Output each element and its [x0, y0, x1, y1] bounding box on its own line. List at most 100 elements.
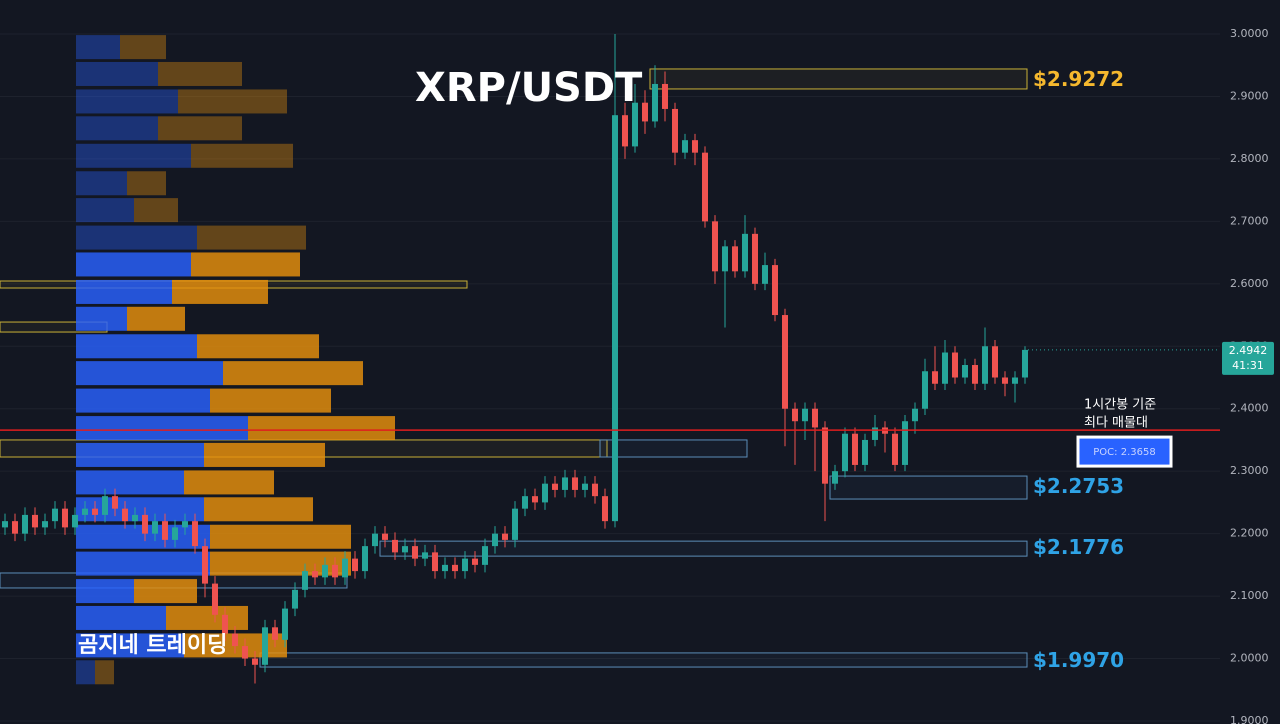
candle-body [432, 552, 438, 572]
level-label: $2.2753 [1033, 474, 1124, 498]
candle-body [32, 514, 38, 528]
sell-volume [166, 605, 248, 630]
candle-body [542, 483, 548, 503]
candle-body [702, 152, 708, 222]
y-tick-label: 2.4000 [1230, 402, 1269, 415]
sell-volume [223, 361, 363, 386]
candle-body [172, 527, 178, 540]
last-price-tag [1222, 341, 1274, 375]
buy-volume [76, 470, 184, 495]
candle-body [512, 508, 518, 540]
y-tick-label: 2.3000 [1230, 464, 1269, 477]
candle-body [712, 221, 718, 272]
buy-volume [76, 551, 210, 576]
sell-volume [127, 171, 166, 196]
poc-note: 최다 매물대 [1084, 416, 1148, 431]
candle-body [392, 539, 398, 553]
candle-body [502, 533, 508, 540]
candle-body [222, 614, 228, 634]
candle-body [282, 608, 288, 640]
candle-body [82, 508, 88, 515]
candle-body [842, 433, 848, 472]
candle-body [312, 571, 318, 578]
candle-body [742, 233, 748, 272]
candle-body [782, 315, 788, 409]
level-label: $2.9272 [1033, 67, 1124, 91]
sell-volume [210, 388, 331, 413]
candle-body [232, 633, 238, 647]
y-tick-label: 3.0000 [1230, 27, 1269, 40]
candle-body [532, 496, 538, 503]
candle-body [372, 533, 378, 547]
sell-volume [197, 334, 319, 359]
candle-body [192, 521, 198, 547]
candle-body [932, 371, 938, 384]
sell-volume [204, 497, 313, 522]
candle-body [152, 521, 158, 534]
poc-note: 1시간봉 기준 [1084, 398, 1156, 413]
candle-body [362, 546, 368, 572]
buy-volume [76, 579, 134, 604]
candle-body [22, 514, 28, 534]
buy-volume [76, 633, 184, 658]
zone [259, 652, 1028, 668]
candle-body [892, 433, 898, 465]
candle-body [622, 115, 628, 147]
candle-body [582, 483, 588, 490]
candle-body [1012, 377, 1018, 384]
candle-body [122, 508, 128, 522]
candle-body [92, 508, 98, 515]
candle-body [602, 496, 608, 522]
candle-body [342, 558, 348, 578]
buy-volume [76, 35, 120, 60]
sell-volume [127, 306, 185, 331]
buy-volume [76, 116, 158, 141]
candle-body [382, 533, 388, 540]
candle-body [792, 408, 798, 422]
buy-volume [76, 61, 158, 86]
y-tick-label: 2.9000 [1230, 89, 1269, 102]
level-label: $2.1776 [1033, 535, 1124, 559]
candle-body [812, 408, 818, 428]
candle-body [142, 514, 148, 534]
candle-body [252, 658, 258, 665]
sell-volume [158, 116, 242, 141]
sell-volume [178, 89, 287, 114]
sell-volume [120, 35, 166, 60]
level-label: $1.9970 [1033, 648, 1124, 672]
zone [829, 475, 1028, 500]
candle-body [982, 346, 988, 384]
candle-body [102, 496, 108, 515]
buy-volume [76, 252, 191, 277]
candle-body [762, 265, 768, 284]
sell-volume [191, 252, 300, 277]
candle-body [492, 533, 498, 547]
candle-body [652, 83, 658, 122]
buy-volume [76, 334, 197, 359]
candle-body [632, 102, 638, 147]
candle-body [942, 352, 948, 384]
candle-body [752, 233, 758, 284]
candle-body [302, 571, 308, 590]
candle-body [692, 140, 698, 153]
candle-body [552, 483, 558, 490]
candle-body [472, 558, 478, 565]
sell-volume [210, 524, 351, 549]
candle-body [2, 521, 8, 528]
candle-body [722, 246, 728, 272]
poc-label: POC: 2.3658 [1093, 447, 1155, 458]
candle-body [412, 546, 418, 559]
candle-body [962, 365, 968, 378]
buy-volume [76, 89, 178, 114]
candle-body [732, 246, 738, 272]
candle-body [922, 371, 928, 409]
sell-volume [210, 551, 351, 576]
candle-body [272, 627, 278, 640]
sell-volume [204, 442, 325, 467]
countdown-label: 41:31 [1232, 359, 1264, 372]
sell-volume [184, 470, 274, 495]
candle-body [862, 439, 868, 465]
buy-volume [76, 225, 197, 250]
candle-body [42, 521, 48, 528]
